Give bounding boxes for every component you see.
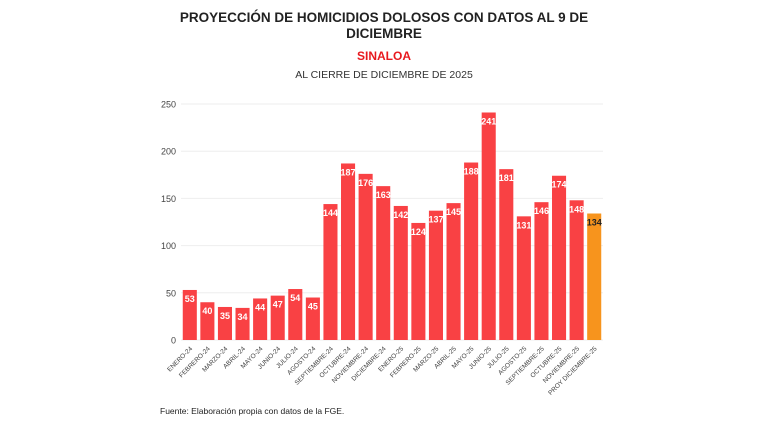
data-label: 145 bbox=[446, 207, 461, 217]
bar bbox=[428, 210, 443, 340]
data-label: 35 bbox=[220, 311, 230, 321]
data-label: 131 bbox=[516, 220, 531, 230]
bar bbox=[499, 169, 514, 340]
data-label: 40 bbox=[202, 306, 212, 316]
bar bbox=[552, 175, 567, 340]
data-label: 174 bbox=[552, 180, 567, 190]
y-tick-label: 150 bbox=[161, 194, 176, 204]
bar bbox=[376, 186, 391, 340]
data-label: 148 bbox=[569, 204, 584, 214]
bar bbox=[288, 289, 303, 340]
chart-subtitle-2: AL CIERRE DE DICIEMBRE DE 2025 bbox=[295, 69, 473, 81]
source-note: Fuente: Elaboración propia con datos de … bbox=[160, 406, 345, 416]
y-tick-label: 0 bbox=[171, 336, 176, 346]
bar bbox=[411, 222, 426, 340]
data-label: 187 bbox=[341, 167, 356, 177]
chart-title: PROYECCIÓN DE HOMICIDIOS DOLOSOS CON DAT… bbox=[179, 10, 589, 41]
bar bbox=[341, 163, 356, 340]
bar bbox=[446, 203, 461, 340]
data-label: 45 bbox=[308, 302, 318, 312]
data-label: 241 bbox=[481, 116, 496, 126]
y-tick-label: 100 bbox=[161, 241, 176, 251]
bar bbox=[516, 216, 531, 340]
bar bbox=[217, 306, 232, 340]
data-label: 54 bbox=[290, 293, 300, 303]
y-tick-label: 250 bbox=[161, 100, 176, 110]
bar bbox=[393, 205, 408, 340]
bar bbox=[358, 173, 373, 340]
data-label: 188 bbox=[464, 167, 479, 177]
data-label: 176 bbox=[358, 178, 373, 188]
data-label: 53 bbox=[185, 294, 195, 304]
data-label: 34 bbox=[238, 312, 248, 322]
data-label: 142 bbox=[393, 210, 408, 220]
data-label: 44 bbox=[255, 302, 265, 312]
bar bbox=[534, 202, 549, 340]
bar bbox=[464, 162, 479, 340]
data-label: 137 bbox=[428, 215, 443, 225]
bar bbox=[569, 200, 584, 340]
bar bbox=[481, 112, 496, 340]
bar bbox=[253, 298, 268, 340]
y-tick-label: 200 bbox=[161, 147, 176, 157]
bar bbox=[182, 289, 197, 340]
bar bbox=[235, 307, 250, 340]
data-label: 124 bbox=[411, 227, 426, 237]
data-label: 163 bbox=[376, 190, 391, 200]
bar bbox=[587, 213, 602, 340]
bar bbox=[270, 295, 285, 340]
bar bbox=[305, 297, 320, 340]
y-tick-label: 50 bbox=[166, 288, 176, 298]
data-label: 146 bbox=[534, 206, 549, 216]
data-label: 134 bbox=[587, 218, 602, 228]
data-label: 47 bbox=[273, 300, 283, 310]
chart-subtitle: SINALOA bbox=[357, 49, 411, 63]
data-label: 181 bbox=[499, 173, 514, 183]
data-label: 144 bbox=[323, 208, 338, 218]
bar bbox=[323, 204, 338, 340]
bar bbox=[200, 302, 215, 340]
